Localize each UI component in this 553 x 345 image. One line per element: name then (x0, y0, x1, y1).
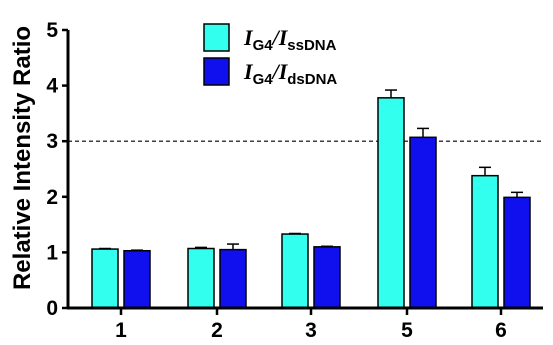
bar-dsdna-3 (313, 246, 341, 309)
bar-ssdna-2 (187, 247, 215, 309)
y-tick-label: 3 (46, 130, 58, 153)
bar-ssdna-1 (91, 248, 119, 309)
bar-dsdna-6 (503, 196, 531, 309)
legend-swatch-dsdna (203, 57, 230, 86)
x-tick-label: 3 (305, 319, 317, 342)
y-axis-label: Relative Intensity Ratio (9, 26, 36, 290)
legend-label-ssdna: IG4/IssDNA (243, 25, 337, 54)
x-tick-label: 2 (211, 319, 223, 342)
x-tick-label: 1 (115, 319, 127, 342)
bar-dsdna-2 (219, 248, 247, 309)
x-tick-label: 5 (401, 319, 413, 342)
bar-dsdna-1 (123, 249, 151, 309)
bar-ssdna-6 (471, 174, 499, 309)
x-tick-label: 6 (495, 319, 507, 342)
y-tick-label: 2 (46, 186, 58, 209)
bar-ssdna-3 (281, 233, 309, 309)
y-tick-label: 5 (46, 19, 58, 42)
bar-ssdna-5 (377, 97, 405, 309)
legend-label-dsdna: IG4/IdsDNA (243, 59, 337, 88)
y-tick-label: 4 (46, 75, 58, 98)
bar-dsdna-5 (409, 136, 437, 309)
y-tick-label: 0 (46, 297, 58, 320)
legend-swatch-ssdna (203, 23, 230, 52)
y-tick-label: 1 (46, 241, 58, 264)
